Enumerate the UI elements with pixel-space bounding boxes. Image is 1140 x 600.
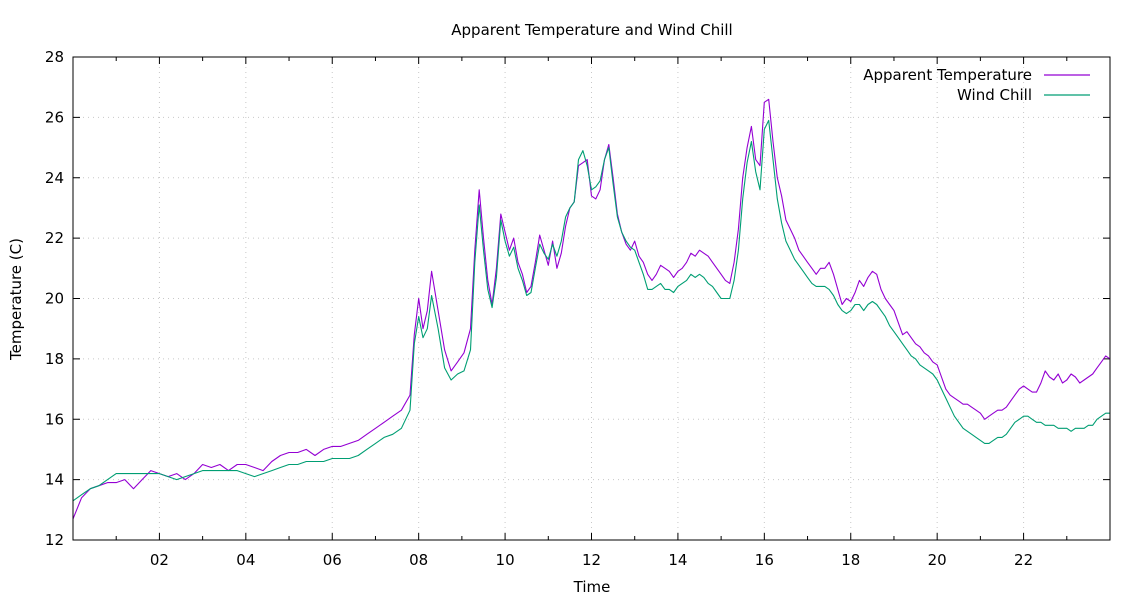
legend-label: Wind Chill <box>957 86 1032 104</box>
y-tick-label: 16 <box>45 410 64 428</box>
x-axis-label: Time <box>573 578 611 596</box>
x-tick-label: 06 <box>323 551 342 569</box>
y-tick-label: 12 <box>45 531 64 549</box>
series-line-wind-chill <box>72 119 1110 502</box>
x-tick-label: 18 <box>841 551 860 569</box>
y-axis: 12 14 16 18 20 22 24 26 28 <box>45 48 1110 549</box>
legend-label: Apparent Temperature <box>863 66 1032 84</box>
x-tick-label: 12 <box>582 551 601 569</box>
x-tick-label: 16 <box>755 551 774 569</box>
x-tick-label: 20 <box>928 551 947 569</box>
y-axis-label: Temperature (C) <box>7 238 25 361</box>
y-tick-label: 18 <box>45 350 64 368</box>
y-tick-label: 14 <box>45 471 64 489</box>
series-group <box>72 98 1111 520</box>
y-tick-label: 24 <box>45 169 64 187</box>
plot-frame <box>72 56 1111 541</box>
x-axis: 02 04 06 08 10 12 14 16 18 20 22 <box>115 57 1068 569</box>
y-tick-label: 20 <box>45 290 64 308</box>
x-tick-label: 14 <box>668 551 687 569</box>
y-tick-label: 26 <box>45 108 64 126</box>
legend: Apparent Temperature Wind Chill <box>863 66 1090 104</box>
x-tick-label: 02 <box>150 551 169 569</box>
grid <box>73 57 1110 540</box>
y-tick-label: 22 <box>45 229 64 247</box>
x-tick-label: 08 <box>409 551 428 569</box>
series-line-apparent-temperature <box>72 98 1111 520</box>
y-tick-label: 28 <box>45 48 64 66</box>
chart-title: Apparent Temperature and Wind Chill <box>451 21 732 39</box>
x-tick-label: 04 <box>236 551 255 569</box>
x-tick-label: 22 <box>1014 551 1033 569</box>
x-tick-label: 10 <box>496 551 515 569</box>
